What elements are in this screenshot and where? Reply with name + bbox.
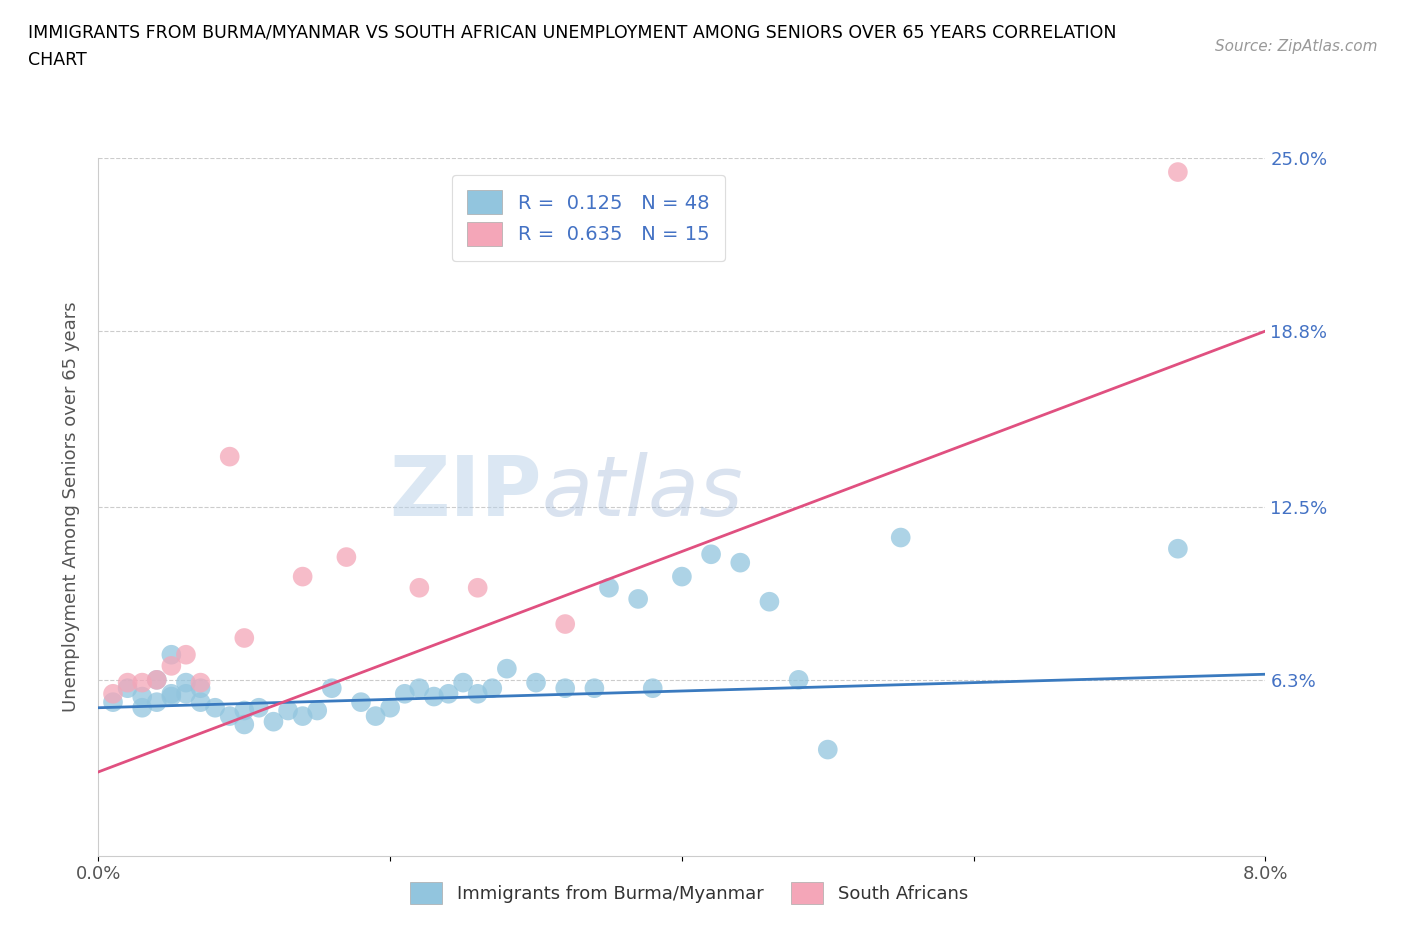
- Point: [1167, 165, 1189, 179]
- Point: [335, 550, 357, 565]
- Point: [524, 675, 547, 690]
- Point: [641, 681, 664, 696]
- Point: [291, 569, 314, 584]
- Point: [481, 681, 503, 696]
- Point: [321, 681, 343, 696]
- Text: atlas: atlas: [541, 452, 744, 534]
- Point: [467, 686, 489, 701]
- Point: [890, 530, 912, 545]
- Point: [787, 672, 810, 687]
- Text: Source: ZipAtlas.com: Source: ZipAtlas.com: [1215, 39, 1378, 54]
- Point: [174, 647, 197, 662]
- Point: [408, 681, 430, 696]
- Point: [160, 658, 183, 673]
- Point: [408, 580, 430, 595]
- Point: [160, 689, 183, 704]
- Point: [117, 681, 139, 696]
- Point: [467, 580, 489, 595]
- Point: [218, 709, 240, 724]
- Point: [277, 703, 299, 718]
- Point: [146, 695, 169, 710]
- Legend: R =  0.125   N = 48, R =  0.635   N = 15: R = 0.125 N = 48, R = 0.635 N = 15: [451, 175, 725, 261]
- Legend: Immigrants from Burma/Myanmar, South Africans: Immigrants from Burma/Myanmar, South Afr…: [402, 875, 976, 911]
- Point: [101, 686, 124, 701]
- Point: [160, 686, 183, 701]
- Point: [117, 675, 139, 690]
- Point: [190, 695, 212, 710]
- Point: [817, 742, 839, 757]
- Point: [423, 689, 446, 704]
- Point: [218, 449, 240, 464]
- Point: [350, 695, 373, 710]
- Point: [291, 709, 314, 724]
- Point: [160, 647, 183, 662]
- Point: [496, 661, 519, 676]
- Point: [101, 695, 124, 710]
- Point: [233, 717, 256, 732]
- Point: [131, 700, 153, 715]
- Point: [554, 681, 576, 696]
- Text: IMMIGRANTS FROM BURMA/MYANMAR VS SOUTH AFRICAN UNEMPLOYMENT AMONG SENIORS OVER 6: IMMIGRANTS FROM BURMA/MYANMAR VS SOUTH A…: [28, 23, 1116, 41]
- Point: [583, 681, 606, 696]
- Text: ZIP: ZIP: [389, 452, 541, 534]
- Point: [627, 591, 650, 606]
- Point: [598, 580, 620, 595]
- Y-axis label: Unemployment Among Seniors over 65 years: Unemployment Among Seniors over 65 years: [62, 301, 80, 712]
- Point: [204, 700, 226, 715]
- Point: [451, 675, 474, 690]
- Point: [190, 681, 212, 696]
- Point: [131, 675, 153, 690]
- Text: CHART: CHART: [28, 51, 87, 69]
- Point: [700, 547, 723, 562]
- Point: [174, 686, 197, 701]
- Point: [671, 569, 693, 584]
- Point: [247, 700, 270, 715]
- Point: [394, 686, 416, 701]
- Point: [174, 675, 197, 690]
- Point: [262, 714, 284, 729]
- Point: [1167, 541, 1189, 556]
- Point: [728, 555, 751, 570]
- Point: [233, 703, 256, 718]
- Point: [146, 672, 169, 687]
- Point: [378, 700, 402, 715]
- Point: [190, 675, 212, 690]
- Point: [233, 631, 256, 645]
- Point: [364, 709, 387, 724]
- Point: [437, 686, 460, 701]
- Point: [146, 672, 169, 687]
- Point: [131, 689, 153, 704]
- Point: [307, 703, 329, 718]
- Point: [758, 594, 780, 609]
- Point: [554, 617, 576, 631]
